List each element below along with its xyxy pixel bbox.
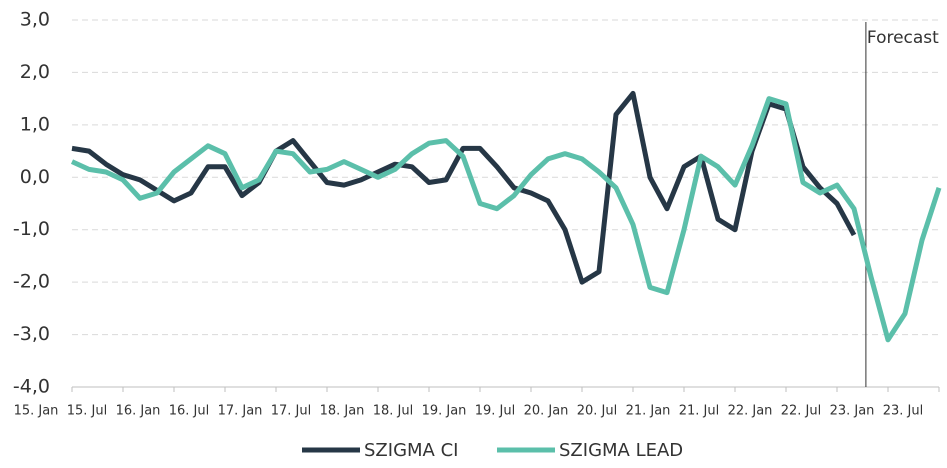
x-tick-label: 15. Jul xyxy=(67,404,108,419)
y-tick-label: -1,0 xyxy=(13,218,50,240)
y-tick-label: -2,0 xyxy=(13,271,50,293)
x-tick-label: 18. Jan xyxy=(320,404,365,419)
x-tick-label: 21. Jan xyxy=(626,404,671,419)
x-tick-label: 22. Jan xyxy=(728,404,773,419)
y-tick-label: 0,0 xyxy=(20,166,50,188)
series-line xyxy=(70,96,942,343)
x-tick-label: 20. Jul xyxy=(577,404,618,419)
x-tick-label: 21. Jul xyxy=(679,404,720,419)
x-tick-label: 17. Jan xyxy=(218,404,263,419)
x-tick-label: 20. Jan xyxy=(524,404,569,419)
x-tick-label: 23. Jul xyxy=(883,404,924,419)
x-tick-label: 15. Jan xyxy=(14,404,59,419)
x-tick-label: 19. Jan xyxy=(422,404,467,419)
y-tick-label: 3,0 xyxy=(20,9,50,31)
x-tick-label: 22. Jul xyxy=(781,404,822,419)
legend-label: SZIGMA CI xyxy=(364,440,458,461)
x-tick-label: 18. Jul xyxy=(373,404,414,419)
y-tick-label: 1,0 xyxy=(20,113,50,135)
x-tick-label: 17. Jul xyxy=(271,404,312,419)
y-tick-label: 2,0 xyxy=(20,61,50,83)
legend-label: SZIGMA LEAD xyxy=(559,440,683,461)
forecast-label: Forecast xyxy=(867,28,939,48)
x-tick-label: 16. Jan xyxy=(116,404,161,419)
x-tick-label: 16. Jul xyxy=(169,404,210,419)
x-tick-label: 23. Jan xyxy=(830,404,875,419)
series-line xyxy=(71,90,857,285)
x-tick-label: 19. Jul xyxy=(475,404,516,419)
y-tick-label: -4,0 xyxy=(13,376,50,398)
y-tick-label: -3,0 xyxy=(13,323,50,345)
